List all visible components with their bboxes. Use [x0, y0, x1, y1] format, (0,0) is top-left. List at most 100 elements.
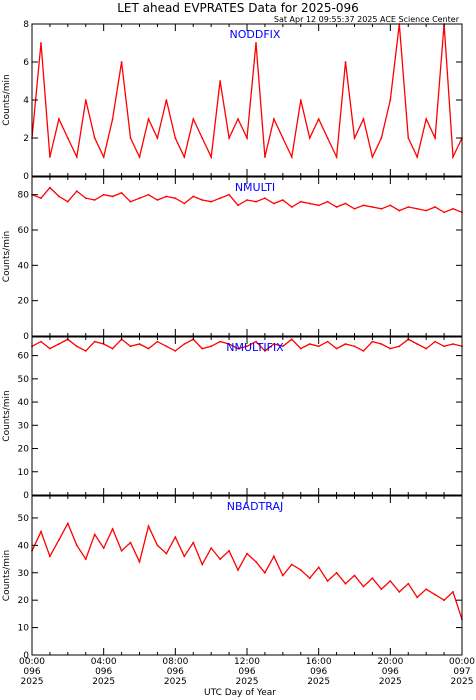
data-point [210, 547, 213, 549]
data-point [380, 207, 383, 210]
x-tick-label-line: 096 [95, 667, 112, 677]
data-point [49, 186, 51, 189]
x-tick-label-line: 16:00 [306, 657, 332, 667]
data-point [138, 156, 141, 158]
data-point [425, 209, 428, 212]
data-point [299, 200, 302, 203]
data-point [264, 197, 266, 200]
x-tick-label-line: 2025 [164, 677, 187, 687]
data-point [210, 156, 213, 158]
data-point [40, 530, 42, 533]
data-point [452, 207, 454, 210]
timestamp: Sat Apr 12 09:55:37 2025 ACE Science Cen… [274, 15, 460, 24]
data-point [335, 347, 338, 350]
data-point [380, 343, 383, 345]
data-point [434, 206, 436, 208]
data-point [120, 549, 123, 552]
data-point [389, 204, 392, 207]
data-point [335, 206, 338, 208]
y-axis-label: Counts/min [2, 550, 12, 601]
y-tick-label: 30 [18, 421, 30, 431]
data-point [147, 193, 150, 196]
x-tick-label-line: 2025 [21, 677, 44, 687]
data-point [49, 347, 51, 350]
data-point [66, 522, 69, 525]
data-point [138, 560, 141, 563]
data-point [344, 202, 347, 205]
data-point [58, 195, 60, 198]
panel-label: NODDFIX [230, 28, 281, 41]
x-tick-label-line: 2025 [236, 677, 259, 687]
data-point [138, 343, 141, 345]
data-point [407, 137, 410, 139]
data-point [183, 343, 186, 345]
data-point [290, 338, 293, 341]
data-point [389, 99, 392, 101]
data-point [371, 340, 374, 343]
data-point [66, 200, 69, 203]
data-point [353, 207, 356, 210]
data-point [40, 340, 42, 343]
data-point [290, 206, 293, 208]
data-point [219, 80, 222, 82]
data-point [210, 200, 213, 203]
data-point [434, 137, 436, 139]
data-point [317, 118, 320, 120]
data-point [308, 202, 311, 205]
data-point [84, 197, 87, 200]
x-tick-label-line: 2025 [92, 677, 115, 687]
data-point [353, 137, 356, 139]
y-tick-label: 0 [23, 651, 29, 661]
data-point [443, 211, 445, 214]
series-line-noddfix [31, 23, 463, 160]
data-point [237, 569, 239, 571]
x-tick-label-line: 04:00 [91, 657, 117, 667]
data-point [299, 569, 302, 571]
data-point [84, 558, 87, 560]
data-point [228, 137, 231, 139]
data-point [326, 137, 329, 139]
y-tick-label: 60 [18, 226, 30, 236]
data-point [264, 350, 266, 352]
x-axis-labels: 00:00096202504:00096202508:00096202512:0… [19, 657, 475, 687]
y-tick-label: 0 [23, 491, 29, 501]
data-point [434, 340, 436, 343]
data-point [246, 345, 248, 348]
data-point [93, 533, 96, 536]
data-point [299, 347, 302, 350]
x-tick-label-line: 096 [310, 667, 327, 677]
data-point [129, 137, 132, 139]
y-tick-label: 20 [18, 596, 30, 606]
data-point [255, 340, 257, 343]
data-point [40, 197, 42, 200]
x-tick-label-line: 096 [382, 667, 399, 677]
data-point [84, 350, 87, 352]
data-point [75, 156, 78, 158]
data-point [452, 591, 454, 593]
data-point [147, 525, 150, 528]
y-tick-label: 30 [18, 569, 30, 579]
data-point [49, 156, 51, 158]
data-point [371, 156, 374, 158]
y-tick-label: 50 [18, 514, 30, 524]
y-tick-label: 10 [18, 624, 30, 634]
data-point [398, 209, 401, 212]
data-point [317, 204, 320, 207]
data-point [273, 118, 275, 120]
data-point [273, 202, 275, 205]
data-point [425, 118, 428, 120]
data-point [183, 156, 186, 158]
data-point [273, 555, 275, 558]
data-point [290, 156, 293, 158]
data-point [147, 118, 150, 120]
x-tick-label-line: 2025 [307, 677, 330, 687]
data-point [75, 345, 78, 348]
data-point [165, 552, 168, 555]
data-point [201, 563, 204, 566]
panels: 0 2 4 6 8 NODDFIX Counts/min 0 20 40 60 80 NMULTI Cou… [2, 20, 463, 661]
